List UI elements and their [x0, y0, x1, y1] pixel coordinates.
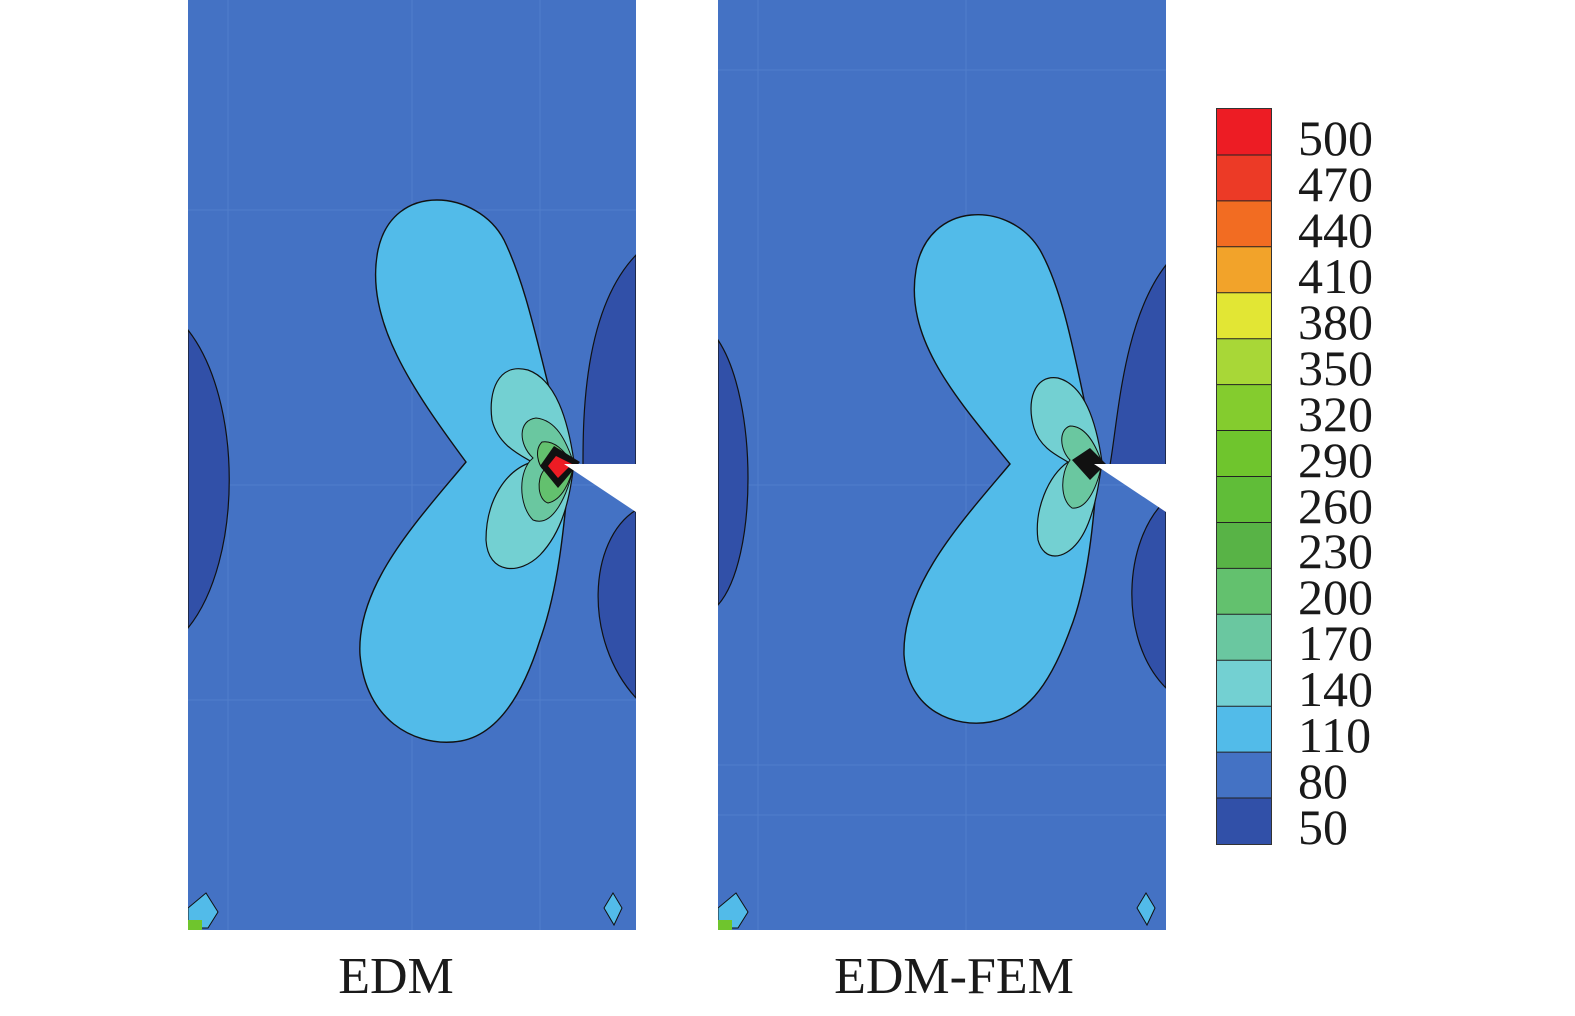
- legend-swatch: [1217, 338, 1271, 386]
- legend-swatch: [1217, 476, 1271, 523]
- low-region-right: [582, 254, 636, 699]
- legend-swatch: [1217, 246, 1271, 294]
- stress-lobe: [359, 199, 571, 743]
- legend-swatch: [1217, 430, 1271, 477]
- legend-tick-label: 410: [1298, 247, 1373, 304]
- legend-tick-label: 140: [1298, 661, 1373, 718]
- legend-tick-label: 50: [1298, 799, 1348, 856]
- legend-swatch: [1217, 798, 1271, 844]
- corner-patch: [718, 920, 732, 930]
- contour-plot-edm: [188, 0, 636, 930]
- low-region-left: [718, 338, 749, 606]
- crack-wedge: [564, 464, 636, 512]
- corner-feature-left: [718, 892, 749, 929]
- legend-tick-label: 290: [1298, 431, 1373, 488]
- color-legend-bar: [1216, 108, 1272, 845]
- legend-swatch: [1217, 522, 1271, 569]
- legend-swatches: [1217, 109, 1271, 844]
- legend-swatch: [1217, 200, 1271, 248]
- legend-tick-label: 320: [1298, 385, 1373, 442]
- legend-swatch: [1217, 706, 1271, 753]
- legend-tick-label: 170: [1298, 615, 1373, 672]
- corner-patch: [188, 920, 202, 930]
- legend-swatch: [1217, 660, 1271, 707]
- legend-swatch: [1217, 109, 1271, 156]
- caption-edm-fem: EDM-FEM: [834, 948, 1074, 1005]
- crack-tip-peak: [548, 456, 572, 478]
- legend-labels: 500 470 440 410 380 350 320 290 260 230 200 170 140 1…: [1298, 108, 1418, 852]
- crack-tip-ring: [1072, 448, 1106, 480]
- corner-feature-right: [1136, 892, 1156, 927]
- legend-tick-label: 440: [1298, 201, 1373, 258]
- legend-tick-label: 80: [1298, 753, 1348, 810]
- legend-swatch: [1217, 614, 1271, 661]
- legend-tick-label: 470: [1298, 155, 1373, 212]
- legend-swatch: [1217, 292, 1271, 340]
- contour-plot-edm-fem: [718, 0, 1166, 930]
- contour-field-edm-fem: [718, 0, 1166, 930]
- legend-swatch: [1217, 752, 1271, 799]
- legend-tick-label: 380: [1298, 293, 1373, 350]
- legend-tick-label: 200: [1298, 569, 1373, 626]
- legend-swatch: [1217, 568, 1271, 615]
- legend-tick-label: 350: [1298, 339, 1373, 396]
- legend-swatch: [1217, 154, 1271, 202]
- legend-tick-label: 500: [1298, 110, 1373, 166]
- legend-tick-label: 110: [1298, 707, 1372, 764]
- stress-lobe: [903, 214, 1099, 724]
- crack-wedge: [1094, 464, 1166, 512]
- contour-field-edm: [188, 0, 636, 930]
- low-region-left: [188, 329, 230, 629]
- legend-tick-label: 230: [1298, 523, 1373, 580]
- legend-tick-label: 260: [1298, 477, 1373, 534]
- legend-swatch: [1217, 384, 1271, 432]
- corner-feature-left: [188, 892, 219, 929]
- corner-feature-right: [603, 892, 623, 927]
- low-region-right: [1109, 264, 1166, 689]
- caption-edm: EDM: [338, 948, 454, 1005]
